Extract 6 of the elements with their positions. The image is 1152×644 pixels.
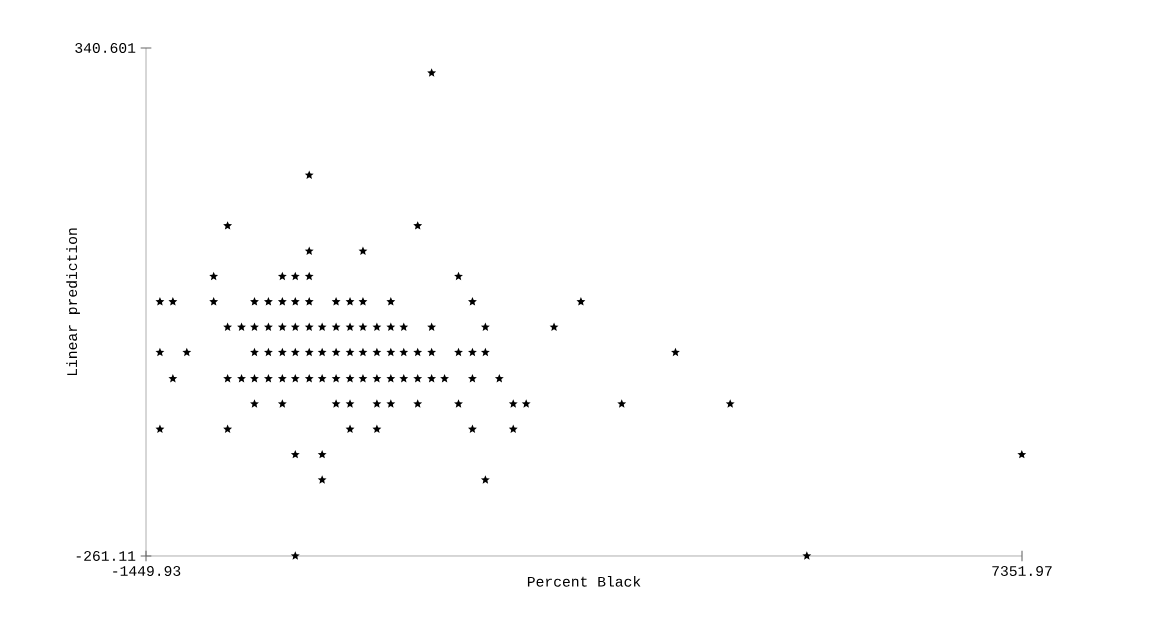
- y-tick-label: 340.601: [75, 43, 136, 53]
- x-tick-label: 7351.97: [992, 566, 1052, 576]
- x-tick-label: -1449.93: [113, 566, 181, 576]
- y-axis-title: Linear prediction: [66, 228, 80, 376]
- x-axis-title: Percent Black: [527, 575, 641, 587]
- y-tick-label: -261.11: [76, 551, 136, 561]
